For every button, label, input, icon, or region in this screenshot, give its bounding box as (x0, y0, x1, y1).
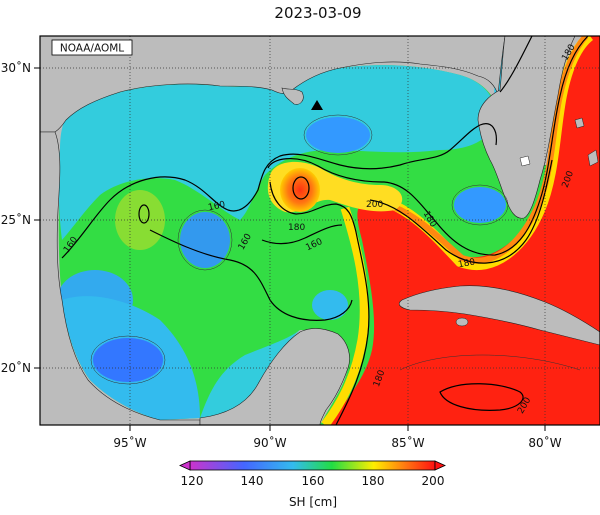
contour-label: 180 (288, 223, 305, 233)
contour-lines (61, 36, 589, 425)
colorbar-gradient (189, 460, 436, 471)
gridlines (40, 36, 600, 425)
contour-160-south (149, 229, 353, 321)
colorbar-tick: 200 (422, 474, 445, 488)
minor-contour-east (451, 184, 509, 226)
contour-180-eddy (269, 181, 370, 425)
map-title: 2023-03-09 (274, 4, 361, 22)
island-of-youth (455, 317, 469, 327)
mexico-west-coast (40, 131, 201, 425)
minor-contour-north (303, 114, 373, 156)
florida-peninsula (477, 36, 576, 219)
contour-200-south (439, 383, 524, 411)
lat-label: 20˚N (1, 360, 31, 375)
axis-ticks (34, 67, 546, 431)
contour-200-loop (369, 159, 553, 264)
cool-eddy-south (312, 290, 348, 320)
contour-160-west (61, 123, 497, 259)
colorbar-tick: 160 (302, 474, 325, 488)
lat-label: 25˚N (1, 212, 31, 227)
contour-warm-eddy-core (292, 176, 310, 200)
contour-label: 160 (207, 200, 226, 213)
cool-eddy-southwest (93, 338, 163, 382)
contour-180-north (499, 36, 533, 93)
map-area: 160 160 160 160 180 180 180 180 180 200 … (40, 36, 600, 425)
minor-contour-south (399, 354, 581, 371)
axis-labels: 95˚W 90˚W 85˚W 80˚W 30˚N 25˚N 20˚N (1, 60, 562, 450)
colorbar-right-arrow (434, 460, 446, 471)
yucatan-peninsula (199, 328, 350, 425)
map-frame (39, 35, 600, 426)
colorbar-tick: 140 (241, 474, 264, 488)
contour-180-loop (267, 36, 589, 256)
bahamas-islands-2 (587, 149, 599, 167)
lake-okeechobee (519, 155, 531, 167)
cuba-island (398, 285, 600, 346)
cool-eddy-east (454, 187, 506, 223)
warm-eddy (280, 168, 320, 212)
lon-label: 90˚W (253, 435, 286, 450)
minor-contour-southwest (90, 335, 166, 385)
colorbar: 120 140 160 180 200 SH [cm] (179, 460, 446, 509)
credit-box (51, 39, 133, 56)
lon-label: 80˚W (528, 435, 561, 450)
minor-contours (90, 114, 581, 385)
cool-water-north (58, 65, 497, 240)
colorbar-label: SH [cm] (289, 495, 337, 509)
minor-contour-west (177, 209, 233, 271)
contour-160-mid (261, 224, 343, 245)
buoy-triangle-marker (311, 100, 323, 110)
contour-west-core (138, 204, 150, 224)
contour-label: 180 (457, 257, 476, 270)
mississippi-delta (281, 87, 304, 105)
colorbar-left-arrow (179, 460, 191, 471)
lat-label: 30˚N (1, 60, 31, 75)
lon-label: 95˚W (113, 435, 146, 450)
loop-current-edge (321, 206, 369, 425)
cool-eddy-north (306, 117, 370, 153)
lon-label: 85˚W (391, 435, 424, 450)
colorbar-tick: 120 (181, 474, 204, 488)
bahamas-islands (574, 117, 585, 129)
cool-water-campeche (200, 330, 300, 418)
contour-label: 200 (366, 200, 383, 210)
cool-eddy-west (180, 212, 230, 268)
colorbar-tick: 180 (362, 474, 385, 488)
credit-text: NOAA/AOML (60, 43, 124, 55)
